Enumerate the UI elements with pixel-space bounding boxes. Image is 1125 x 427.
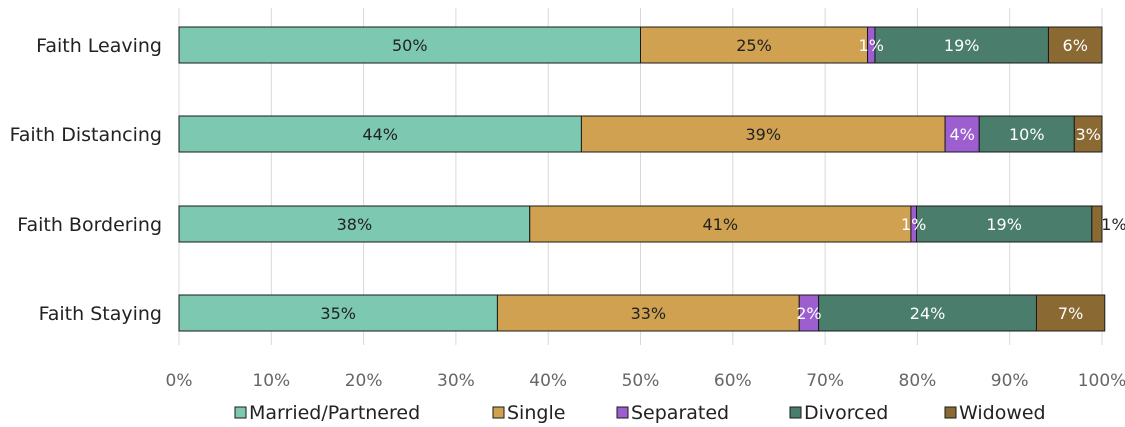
x-tick-label: 80% bbox=[899, 371, 937, 391]
bar-value-label: 1% bbox=[901, 215, 926, 234]
bar-value-label: 1% bbox=[859, 36, 884, 55]
bar-value-label: 33% bbox=[631, 304, 667, 323]
legend-swatch bbox=[616, 406, 629, 419]
x-tick-label: 90% bbox=[991, 371, 1029, 391]
x-tick-label: 60% bbox=[714, 371, 752, 391]
legend-label: Divorced bbox=[804, 402, 888, 424]
bar-segment bbox=[178, 205, 531, 243]
bar-segment bbox=[978, 115, 1075, 153]
bars: 50% 25% 1% 19% 6% 44% 39% 4% 10% 3% 38% 41% 1% 19% 1% 3… bbox=[178, 26, 1125, 332]
legend-label: Separated bbox=[631, 402, 729, 424]
bar-value-label: 1% bbox=[1101, 215, 1125, 234]
bar-value-label: 3% bbox=[1075, 125, 1100, 144]
bar-value-label: 19% bbox=[944, 36, 980, 55]
legend-label: Single bbox=[507, 402, 565, 424]
bar-segment bbox=[818, 294, 1037, 332]
bar-segment bbox=[1047, 26, 1103, 64]
bar-segment bbox=[640, 26, 869, 64]
legend-label: Married/Partnered bbox=[249, 402, 420, 424]
bar-value-label: 24% bbox=[910, 304, 946, 323]
bar-value-label: 41% bbox=[703, 215, 739, 234]
bar-value-label: 39% bbox=[745, 125, 781, 144]
bar-value-label: 38% bbox=[337, 215, 373, 234]
x-tick-label: 0% bbox=[166, 371, 193, 391]
x-tick-label: 70% bbox=[806, 371, 844, 391]
bar-value-label: 6% bbox=[1063, 36, 1088, 55]
bar-value-label: 35% bbox=[320, 304, 356, 323]
legend-label: Widowed bbox=[959, 402, 1046, 424]
x-tick-label: 30% bbox=[437, 371, 475, 391]
category-label: Faith Staying bbox=[39, 303, 162, 325]
bar-value-label: 19% bbox=[986, 215, 1022, 234]
x-tick-label: 20% bbox=[345, 371, 383, 391]
bar-value-label: 4% bbox=[949, 125, 974, 144]
category-label: Faith Distancing bbox=[10, 124, 162, 146]
x-tick-label: 40% bbox=[529, 371, 567, 391]
bar-value-label: 2% bbox=[796, 304, 821, 323]
bar-segment bbox=[496, 294, 800, 332]
category-labels: Faith Leaving Faith Distancing Faith Borde… bbox=[10, 35, 162, 325]
grid-lines bbox=[178, 8, 1103, 345]
bar-segment bbox=[1091, 205, 1103, 243]
bar-value-label: 25% bbox=[736, 36, 772, 55]
bar-segment bbox=[915, 205, 1093, 243]
legend: Married/Partnered Single Separated Divorced… bbox=[234, 402, 1046, 424]
bar-segment bbox=[874, 26, 1049, 64]
bar-segment bbox=[178, 294, 498, 332]
bar-value-label: 50% bbox=[392, 36, 428, 55]
bar-segment bbox=[178, 26, 641, 64]
bar-value-label: 44% bbox=[362, 125, 398, 144]
x-tick-label: 100% bbox=[1078, 371, 1125, 391]
x-tick-label: 50% bbox=[622, 371, 660, 391]
x-tick-label: 10% bbox=[252, 371, 290, 391]
bar-segment bbox=[1073, 115, 1103, 153]
legend-swatch bbox=[789, 406, 802, 419]
legend-swatch bbox=[234, 406, 247, 419]
category-label: Faith Leaving bbox=[36, 35, 162, 57]
x-axis-tick-labels: 0% 10% 20% 30% 40% 50% 60% 70% 80% 90% 100% bbox=[166, 371, 1125, 391]
bar-segment bbox=[1035, 294, 1106, 332]
category-label: Faith Bordering bbox=[17, 214, 162, 236]
legend-swatch bbox=[944, 406, 957, 419]
bar-value-label: 10% bbox=[1009, 125, 1045, 144]
legend-swatch bbox=[492, 406, 505, 419]
bar-segment bbox=[529, 205, 912, 243]
bar-value-label: 7% bbox=[1058, 304, 1083, 323]
